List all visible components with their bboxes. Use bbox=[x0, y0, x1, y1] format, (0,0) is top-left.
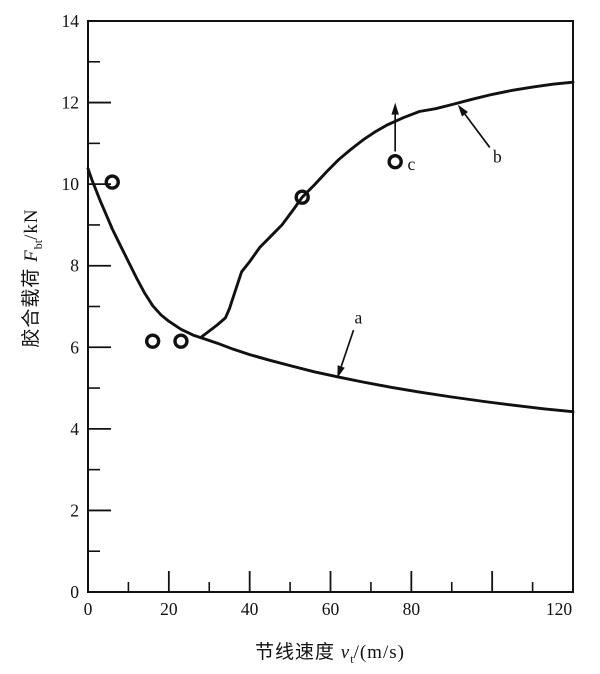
y-tick-label: 12 bbox=[62, 93, 80, 113]
x-tick-label: 0 bbox=[84, 599, 93, 619]
y-axis-symbol-sub: bt bbox=[30, 239, 45, 250]
y-tick-label: 8 bbox=[70, 256, 79, 276]
plot-frame bbox=[87, 20, 574, 593]
x-axis-unit: /(m/s) bbox=[353, 642, 405, 664]
y-tick-label: 6 bbox=[70, 337, 79, 357]
data-point-circle bbox=[173, 333, 189, 349]
y-tick-label: 4 bbox=[70, 419, 79, 439]
x-tick-label: 40 bbox=[241, 599, 259, 619]
y-tick-label: 10 bbox=[62, 174, 80, 194]
curve-a bbox=[86, 167, 575, 414]
x-tick-label: 120 bbox=[546, 599, 573, 619]
label-a-head bbox=[337, 365, 345, 378]
y-axis-label: 胶合载荷 Fbt/kN bbox=[16, 208, 46, 347]
data-point-circle bbox=[144, 333, 161, 349]
y-tick-label: 14 bbox=[62, 11, 80, 31]
data-point-circle bbox=[294, 189, 310, 205]
y-axis-symbol: F bbox=[21, 249, 43, 262]
y-tick-label: 0 bbox=[70, 582, 79, 602]
data-point-circle bbox=[387, 154, 403, 170]
x-axis-symbol-sub: t bbox=[350, 651, 354, 666]
data-point-circle bbox=[104, 174, 120, 190]
label-a-line bbox=[340, 329, 355, 367]
y-axis-unit: /kN bbox=[21, 208, 43, 240]
y-tick-label: 2 bbox=[70, 500, 79, 520]
annotation-label-a: a bbox=[354, 308, 362, 328]
curve-b bbox=[199, 80, 575, 339]
label-b-head bbox=[457, 104, 468, 117]
x-tick-label: 60 bbox=[322, 599, 340, 619]
x-axis-label: 节线速度 vt/(m/s) bbox=[255, 637, 405, 667]
y-axis-label-text: 胶合载荷 bbox=[21, 261, 43, 348]
x-axis-symbol: v bbox=[340, 642, 351, 664]
annotation-label-c: c bbox=[407, 154, 415, 174]
annotation-label-b: b bbox=[493, 146, 502, 166]
label-b-line bbox=[464, 113, 491, 148]
x-tick-label: 80 bbox=[403, 599, 421, 619]
runout-arrow-c-head bbox=[391, 102, 399, 115]
x-axis-label-text: 节线速度 bbox=[255, 642, 341, 664]
x-tick-label: 20 bbox=[160, 599, 178, 619]
